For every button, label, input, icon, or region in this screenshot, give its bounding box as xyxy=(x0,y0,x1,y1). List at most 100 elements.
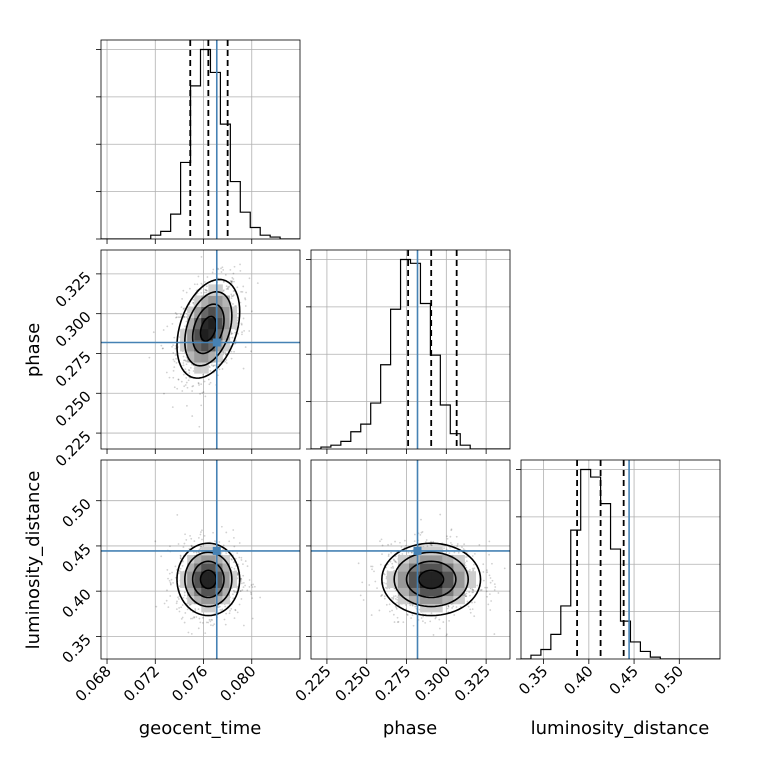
scatter-point xyxy=(469,611,472,614)
scatter-point xyxy=(182,289,185,292)
scatter-point xyxy=(189,366,192,369)
scatter-point xyxy=(478,544,481,546)
scatter-point xyxy=(184,384,187,386)
scatter-point xyxy=(181,604,184,606)
scatter-point xyxy=(203,291,206,294)
scatter-point xyxy=(177,598,180,600)
scatter-point xyxy=(242,367,245,370)
scatter-point xyxy=(233,350,235,353)
scatter-point xyxy=(446,535,448,538)
scatter-point xyxy=(222,351,225,354)
scatter-point xyxy=(179,555,182,558)
scatter-point xyxy=(242,574,245,577)
scatter-point xyxy=(387,543,389,546)
scatter-point xyxy=(468,591,471,594)
scatter-point xyxy=(466,600,469,603)
scatter-point xyxy=(245,291,248,294)
scatter-point xyxy=(463,543,466,546)
y-tick-label: 0.250 xyxy=(52,387,95,430)
density-bin xyxy=(453,571,465,580)
scatter-point xyxy=(234,331,237,334)
scatter-point xyxy=(185,360,188,363)
scatter-point xyxy=(221,608,224,611)
scatter-point xyxy=(155,605,158,608)
contour-line xyxy=(393,551,470,608)
scatter-point xyxy=(210,364,213,367)
scatter-point xyxy=(493,583,496,585)
scatter-point xyxy=(204,288,207,291)
scatter-point xyxy=(205,285,208,288)
scatter-point xyxy=(232,529,235,531)
scatter-point xyxy=(233,280,235,283)
density-bin xyxy=(201,351,209,363)
density-bin xyxy=(431,554,443,564)
scatter-point xyxy=(391,596,393,599)
scatter-point xyxy=(227,288,229,291)
scatter-point xyxy=(371,565,374,568)
scatter-point xyxy=(224,273,227,276)
scatter-point xyxy=(199,546,202,548)
scatter-point xyxy=(391,565,394,568)
scatter-point xyxy=(244,298,247,301)
scatter-point xyxy=(486,571,489,574)
scatter-point xyxy=(394,555,397,558)
scatter-point xyxy=(411,604,414,607)
scatter-point xyxy=(250,593,253,596)
scatter-point xyxy=(169,581,172,584)
scatter-point xyxy=(238,556,241,559)
density-bin xyxy=(222,595,230,605)
panel-contents xyxy=(311,460,510,659)
scatter-point xyxy=(213,623,216,626)
density-bin xyxy=(408,554,421,564)
scatter-point xyxy=(186,608,189,611)
density-bin xyxy=(187,339,195,352)
density-bin xyxy=(431,571,443,580)
scatter-point xyxy=(240,290,242,293)
density-bins xyxy=(386,546,477,613)
density-bin xyxy=(187,571,195,580)
y-tick-label: 0.300 xyxy=(52,308,95,351)
scatter-point xyxy=(361,581,364,584)
scatter-point xyxy=(393,569,396,572)
scatter-point xyxy=(185,377,188,379)
scatter-point xyxy=(400,546,403,548)
scatter-point xyxy=(432,634,435,636)
scatter-point xyxy=(238,542,241,544)
scatter-point xyxy=(488,540,491,543)
density-bin xyxy=(442,579,454,588)
scatter-point xyxy=(230,282,233,285)
scatter-point xyxy=(174,344,177,347)
scatter-point xyxy=(453,614,456,616)
scatter-point xyxy=(469,594,471,597)
scatter-point xyxy=(166,589,168,592)
density-bin xyxy=(397,595,410,605)
scatter-point xyxy=(192,302,195,304)
scatter-point xyxy=(459,605,462,608)
scatter-point xyxy=(240,322,243,325)
scatter-point xyxy=(250,584,253,586)
scatter-point xyxy=(200,291,203,294)
x-axis-label-luminosity-distance: luminosity_distance xyxy=(531,718,710,739)
scatter-point xyxy=(148,356,151,359)
x-tick-label: 0.250 xyxy=(331,662,374,705)
scatter-point xyxy=(420,518,422,521)
scatter-point xyxy=(182,364,185,367)
scatter-point xyxy=(446,537,449,540)
scatter-point xyxy=(420,617,423,619)
scatter-point xyxy=(487,603,490,606)
scatter-point xyxy=(244,305,247,307)
scatter-point xyxy=(191,545,193,548)
density-bin xyxy=(431,563,443,572)
scatter-point xyxy=(180,617,183,620)
density-bins xyxy=(180,546,237,613)
y-tick-label: 0.275 xyxy=(52,348,95,391)
scatter-point xyxy=(185,539,188,541)
scatter-point xyxy=(179,554,182,557)
scatter-point xyxy=(397,620,400,623)
scatter-point xyxy=(424,621,427,624)
scatter-point xyxy=(229,269,232,271)
density-bin xyxy=(215,317,223,330)
scatter-point xyxy=(212,365,215,368)
scatter-point xyxy=(430,612,433,615)
